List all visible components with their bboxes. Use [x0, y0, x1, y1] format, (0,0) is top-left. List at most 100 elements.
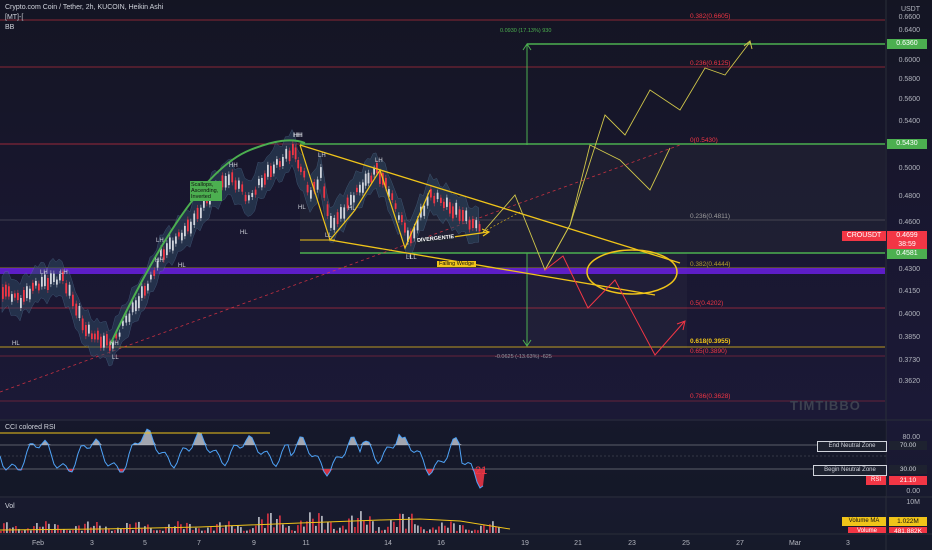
price-tick-label: 0.3620 — [898, 378, 920, 385]
volume-bar — [192, 529, 194, 533]
volume-bar — [189, 524, 191, 533]
swing-point-label: LH — [156, 238, 164, 244]
price-tick-label: 0.6400 — [898, 27, 920, 34]
volume-bar — [216, 524, 218, 533]
swing-point-label: HH — [155, 258, 164, 264]
volume-bar — [204, 530, 206, 533]
volume-bar — [489, 524, 491, 533]
volume-bar — [96, 522, 98, 533]
volume-pane-title[interactable]: Vol — [5, 503, 15, 510]
volume-bar — [393, 521, 395, 533]
price-tick-label: 0.3850 — [898, 334, 920, 341]
indicator-mt-label[interactable]: [MT]-[ — [5, 14, 24, 21]
volume-bar — [234, 528, 236, 533]
volume-bar — [453, 523, 455, 533]
volume-bar — [3, 523, 5, 533]
volume-bar — [159, 529, 161, 533]
wedge-zigzag — [299, 144, 431, 250]
volume-bar — [345, 529, 347, 533]
swing-point-label: HL — [12, 341, 20, 347]
volume-bar — [432, 527, 434, 533]
volume-ma-tag: Volume MA — [842, 517, 886, 526]
volume-bar — [87, 521, 89, 533]
bear-arrowhead — [676, 320, 686, 331]
rsi-upper-zone-value: 70.00 — [889, 441, 927, 450]
volume-bar — [381, 530, 383, 533]
volume-bar — [327, 521, 329, 533]
swing-point-label: HH — [229, 163, 238, 169]
resistance-price-badge: 0.5430 — [887, 139, 927, 149]
volume-bar — [27, 528, 29, 533]
volume-bar — [387, 526, 389, 533]
price-axis-currency: USDT — [900, 6, 920, 13]
fib-level-label: 0.5(0.4202) — [690, 300, 724, 307]
volume-bar — [276, 519, 278, 533]
volume-bar — [117, 527, 119, 533]
time-axis[interactable]: Feb 3 5 7 9 11 14 16 19 21 23 25 27 Mar 3 — [32, 540, 850, 547]
volume-bar — [471, 530, 473, 533]
volume-bar — [300, 520, 302, 533]
volume-bar — [51, 530, 53, 533]
price-tick-label: 0.5600 — [898, 96, 920, 103]
fib-level-label: 0.382(0.6605) — [690, 13, 731, 20]
price-tick-label: 0.5000 — [898, 165, 920, 172]
volume-bar — [408, 517, 410, 533]
swing-point-label: LH — [375, 158, 383, 164]
volume-bar — [456, 530, 458, 533]
price-tick-label: 0.6000 — [898, 57, 920, 64]
time-tick-label: 19 — [521, 540, 529, 547]
volume-bar — [156, 530, 158, 533]
volume-bar — [108, 528, 110, 533]
volume-bar — [462, 525, 464, 533]
swing-point-label: HL — [240, 230, 248, 236]
rsi-axis-bottom: 0.00 — [906, 488, 920, 495]
time-tick-label: 7 — [197, 540, 201, 547]
volume-ma-value: 1.022M — [889, 517, 927, 526]
volume-bar — [195, 527, 197, 533]
volume-bar — [465, 529, 467, 533]
volume-bar — [366, 524, 368, 533]
volume-bar — [132, 530, 134, 533]
volume-bar — [171, 527, 173, 533]
volume-bar — [450, 521, 452, 533]
time-tick-label: 23 — [628, 540, 636, 547]
volume-bar — [306, 521, 308, 533]
volume-bar — [165, 526, 167, 533]
volume-bar — [243, 530, 245, 533]
measure-up-arrow — [522, 43, 532, 51]
bull-arrowhead — [743, 40, 753, 50]
volume-bar — [333, 528, 335, 533]
indicator-bb-label[interactable]: BB — [5, 24, 15, 31]
volume-bar — [120, 528, 122, 533]
volume-bar — [102, 529, 104, 533]
countdown-badge: 38:59 — [887, 240, 927, 250]
volume-bar — [231, 525, 233, 533]
volume-bar — [222, 528, 224, 533]
volume-bar — [72, 530, 74, 533]
volume-bar — [147, 524, 149, 533]
volume-bar — [198, 528, 200, 533]
rsi-axis-top: 80.00 — [902, 434, 920, 441]
time-tick-label: 27 — [736, 540, 744, 547]
volume-bar — [84, 523, 86, 533]
fib-level-label: 0.236(0.6125) — [690, 60, 731, 67]
time-tick-label: 16 — [437, 540, 445, 547]
target-ellipse — [586, 249, 678, 295]
swing-point-label: HH — [293, 133, 302, 139]
chart-title: Crypto.com Coin / Tether, 2h, KUCOIN, He… — [5, 4, 164, 11]
projection-zone — [527, 253, 687, 348]
rsi-pane-title[interactable]: CCI colored RSI — [5, 424, 56, 431]
volume-bar — [444, 525, 446, 533]
time-tick-label: 5 — [143, 540, 147, 547]
volume-bar — [111, 530, 113, 533]
price-tick-label: 0.5800 — [898, 76, 920, 83]
volume-bar — [423, 529, 425, 533]
swing-point-label: LL — [406, 255, 413, 261]
watermark: TIMTIBBO — [790, 398, 861, 413]
swing-point-label: HL — [348, 206, 356, 212]
volume-bar — [336, 530, 338, 533]
volume-bar — [123, 528, 125, 533]
volume-bar — [303, 526, 305, 533]
volume-bar — [441, 522, 443, 533]
